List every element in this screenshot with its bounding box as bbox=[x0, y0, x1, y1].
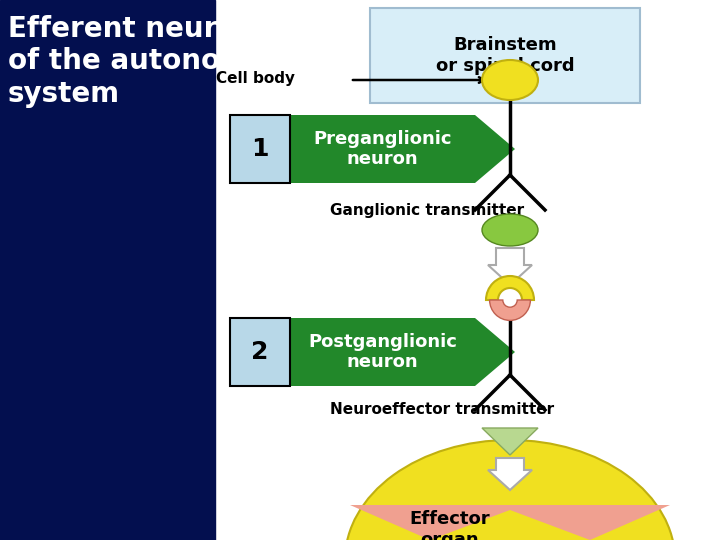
Text: Brainstem
or spinal cord: Brainstem or spinal cord bbox=[436, 36, 575, 75]
Ellipse shape bbox=[482, 214, 538, 246]
Bar bbox=[230, 318, 290, 386]
Polygon shape bbox=[230, 115, 515, 183]
Text: Efferent neurons
of the autonomic
system: Efferent neurons of the autonomic system bbox=[8, 15, 275, 108]
Ellipse shape bbox=[482, 60, 538, 100]
Polygon shape bbox=[230, 318, 515, 386]
Polygon shape bbox=[350, 505, 670, 540]
Ellipse shape bbox=[345, 440, 675, 540]
Text: Preganglionic
neuron: Preganglionic neuron bbox=[313, 130, 451, 168]
Bar bbox=[0, 0, 215, 540]
Text: Neuroeffector transmitter: Neuroeffector transmitter bbox=[330, 402, 554, 417]
Bar bbox=[370, 8, 640, 103]
Text: 2: 2 bbox=[251, 340, 269, 364]
Text: Ganglionic transmitter: Ganglionic transmitter bbox=[330, 202, 524, 218]
Bar bbox=[230, 115, 290, 183]
Wedge shape bbox=[490, 300, 531, 320]
Polygon shape bbox=[488, 458, 532, 490]
Text: 1: 1 bbox=[251, 137, 269, 161]
Text: Cell body: Cell body bbox=[216, 71, 295, 85]
Polygon shape bbox=[482, 428, 538, 455]
Wedge shape bbox=[486, 276, 534, 300]
Text: Effector
organ: Effector organ bbox=[410, 510, 490, 540]
Text: Postganglionic
neuron: Postganglionic neuron bbox=[308, 333, 457, 372]
Polygon shape bbox=[488, 248, 532, 285]
